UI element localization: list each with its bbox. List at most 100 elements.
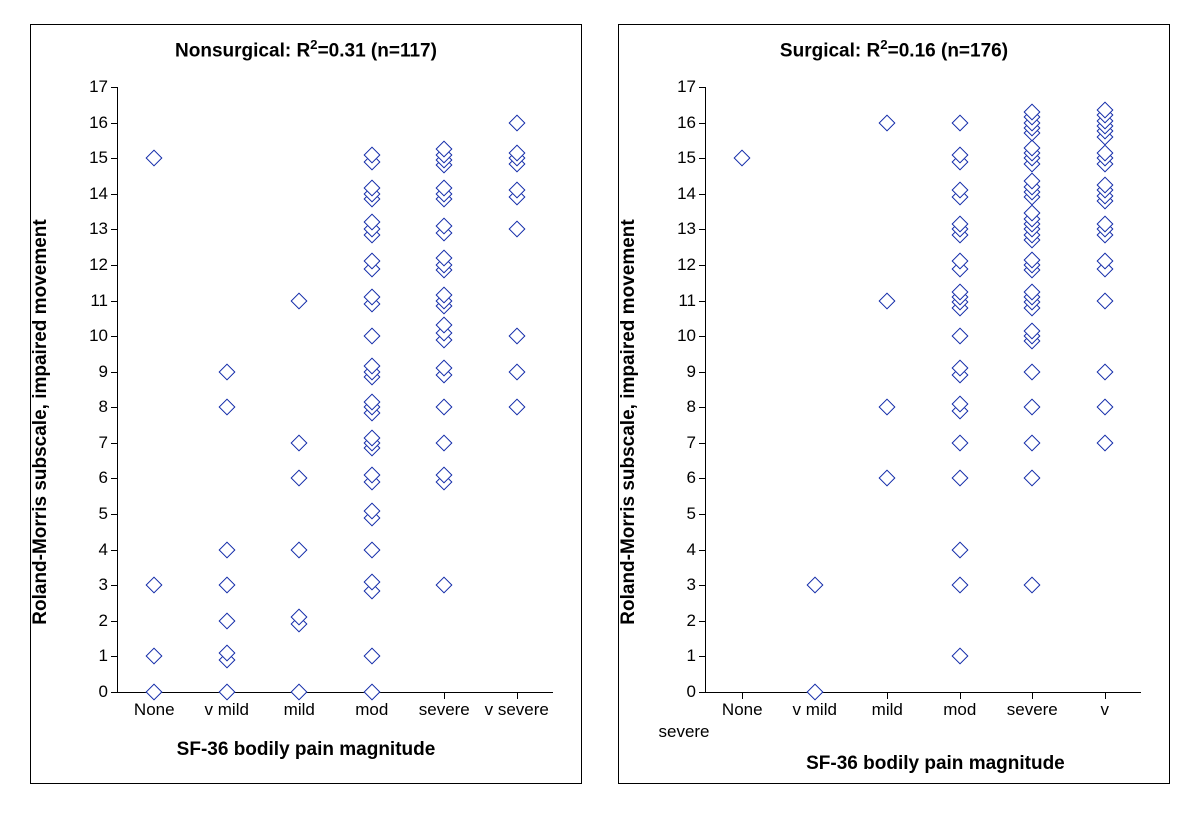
y-tick <box>699 514 706 515</box>
title-sup: 2 <box>880 37 887 52</box>
y-tick <box>699 372 706 373</box>
y-tick <box>111 158 118 159</box>
y-tick <box>699 301 706 302</box>
data-point <box>438 193 450 205</box>
data-point <box>954 218 966 230</box>
y-tick-label: 8 <box>78 397 108 417</box>
data-point <box>293 544 305 556</box>
x-tick <box>154 692 155 699</box>
data-point <box>221 366 233 378</box>
data-point <box>221 615 233 627</box>
y-tick-label: 8 <box>666 397 696 417</box>
data-point <box>511 191 523 203</box>
y-tick-label: 16 <box>78 113 108 133</box>
data-point <box>366 544 378 556</box>
y-tick <box>699 194 706 195</box>
data-point <box>438 437 450 449</box>
data-point <box>366 360 378 372</box>
data-point <box>736 152 748 164</box>
data-point <box>438 143 450 155</box>
data-point <box>1099 147 1111 159</box>
data-point <box>954 398 966 410</box>
data-point <box>366 223 378 235</box>
data-point <box>438 319 450 331</box>
data-point <box>366 330 378 342</box>
data-point <box>954 405 966 417</box>
data-point <box>366 469 378 481</box>
y-tick <box>699 443 706 444</box>
data-point <box>954 579 966 591</box>
x-tick-label: severe <box>1007 700 1058 720</box>
x-tick-label: severe <box>419 700 470 720</box>
data-point <box>1026 111 1038 123</box>
x-tick-label: mod <box>355 700 388 720</box>
data-point <box>148 579 160 591</box>
y-axis-label: Roland-Morris subscale, impaired movemen… <box>30 219 52 624</box>
data-point <box>954 149 966 161</box>
x-tick <box>815 692 816 699</box>
y-tick <box>699 692 706 693</box>
data-point <box>366 396 378 408</box>
data-point <box>1026 117 1038 129</box>
figure-wrap: Nonsurgical: R2=0.31 (n=117) Roland-Morr… <box>0 0 1200 823</box>
data-point <box>366 401 378 413</box>
data-point <box>511 223 523 235</box>
x-tick-label: v severe <box>485 700 549 720</box>
y-tick-label: 15 <box>78 148 108 168</box>
data-point <box>1026 181 1038 193</box>
y-axis-label: Roland-Morris subscale, impaired movemen… <box>618 219 640 624</box>
data-point <box>366 149 378 161</box>
x-tick <box>1105 692 1106 699</box>
x-tick-label: mod <box>943 700 976 720</box>
x-tick-label: mild <box>284 700 315 720</box>
y-tick <box>699 87 706 88</box>
data-point <box>1099 229 1111 241</box>
data-point <box>954 302 966 314</box>
x-tick-label: v <box>1101 700 1110 720</box>
y-tick <box>111 621 118 622</box>
data-point <box>366 182 378 194</box>
data-point <box>1026 366 1038 378</box>
x-tick <box>742 692 743 699</box>
data-point <box>954 263 966 275</box>
data-point <box>954 296 966 308</box>
y-tick-label: 2 <box>78 611 108 631</box>
y-tick <box>699 158 706 159</box>
data-point <box>366 366 378 378</box>
data-point <box>954 255 966 267</box>
x-tick <box>372 692 373 699</box>
chart-area-nonsurgical: Roland-Morris subscale, impaired movemen… <box>47 87 565 757</box>
data-point <box>809 579 821 591</box>
data-point <box>1026 286 1038 298</box>
data-point <box>1026 302 1038 314</box>
data-point <box>1026 152 1038 164</box>
data-point <box>293 611 305 623</box>
data-point <box>148 650 160 662</box>
panel-title-surgical: Surgical: R2=0.16 (n=176) <box>619 37 1169 62</box>
y-tick-label: 7 <box>78 433 108 453</box>
x-tick-label: v mild <box>205 700 249 720</box>
data-point <box>221 401 233 413</box>
data-point <box>438 334 450 346</box>
x-tick-label-orphan: severe <box>658 722 709 742</box>
y-tick <box>699 585 706 586</box>
data-point <box>1026 223 1038 235</box>
y-tick-label: 17 <box>78 77 108 97</box>
y-tick-label: 1 <box>78 646 108 666</box>
data-point <box>1026 142 1038 154</box>
y-tick-label: 3 <box>666 575 696 595</box>
data-point <box>438 289 450 301</box>
data-point <box>366 476 378 488</box>
data-point <box>1026 579 1038 591</box>
title-text-suffix: =0.31 (n=117) <box>318 40 437 61</box>
data-point <box>954 229 966 241</box>
y-tick <box>111 301 118 302</box>
y-tick <box>111 478 118 479</box>
data-point <box>438 295 450 307</box>
y-tick <box>111 123 118 124</box>
data-point <box>881 401 893 413</box>
data-point <box>438 362 450 374</box>
data-point <box>1026 330 1038 342</box>
y-tick-label: 3 <box>78 575 108 595</box>
y-tick-label: 13 <box>666 219 696 239</box>
